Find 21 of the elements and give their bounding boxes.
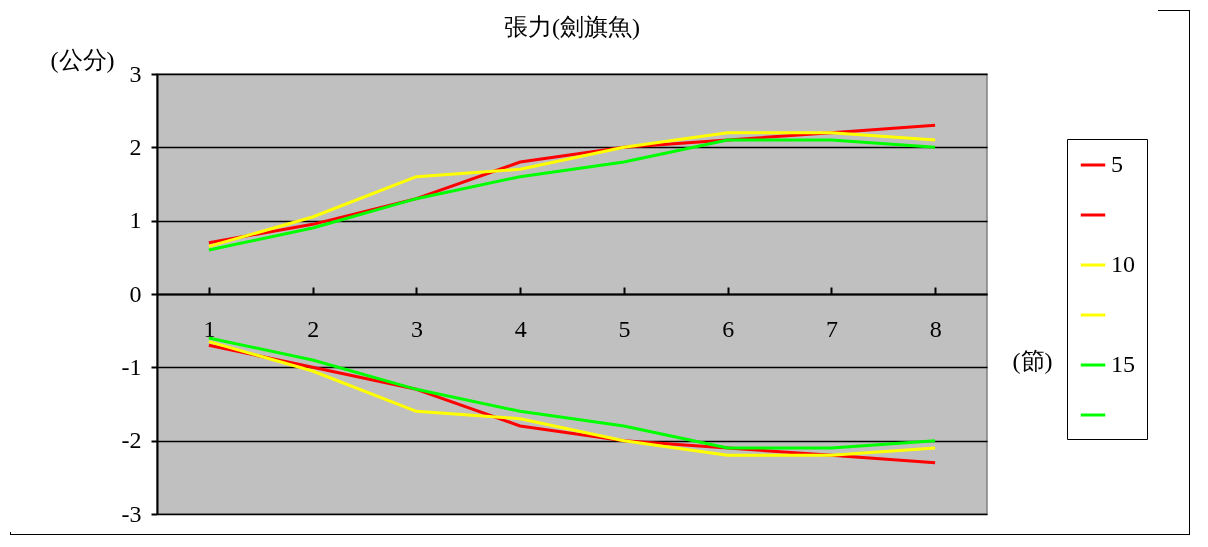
legend-label: 15: [1111, 351, 1135, 377]
x-tick-label: 6: [722, 315, 735, 342]
x-tick-label: 3: [410, 315, 423, 342]
y-tick-label: 0: [129, 280, 142, 307]
x-tick-label: 8: [929, 315, 942, 342]
chart-title: 張力(劍旗魚): [504, 14, 640, 40]
y-tick-label: -2: [121, 427, 142, 454]
x-tick-label: 2: [307, 315, 320, 342]
y-tick-label: 3: [129, 60, 142, 87]
x-tick-label: 4: [514, 315, 527, 342]
y-tick-label: -1: [121, 353, 142, 380]
x-tick-label: 1: [203, 315, 216, 342]
y-axis-title: (公分): [50, 46, 115, 73]
x-axis-title: (節): [1012, 347, 1053, 374]
y-tick-label: -3: [121, 500, 142, 527]
y-tick-label: 1: [129, 207, 142, 234]
x-tick-label: 7: [825, 315, 838, 342]
y-tick-label: 2: [129, 133, 142, 160]
x-tick-label: 5: [618, 315, 631, 342]
legend-label: 10: [1111, 251, 1135, 277]
legend-label: 5: [1111, 151, 1123, 177]
